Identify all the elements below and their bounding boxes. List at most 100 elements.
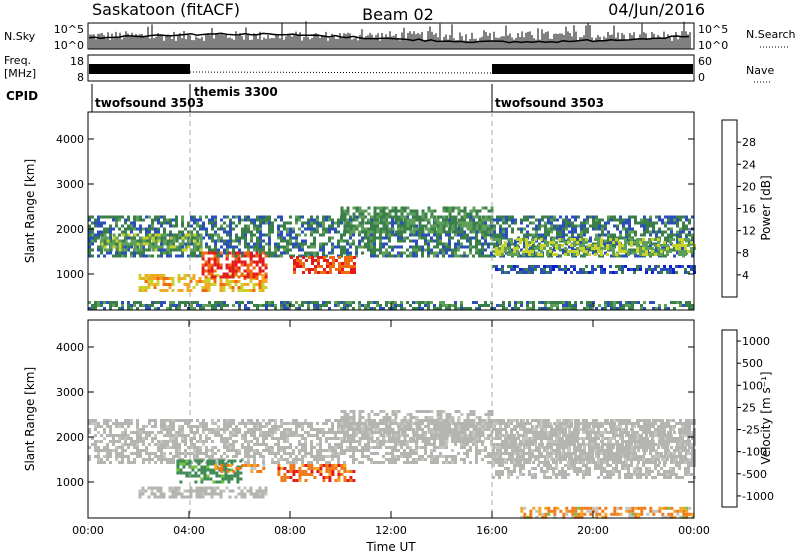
heatmap-cell-power-cells-6 xyxy=(657,238,660,241)
heatmap-cell-power-cells-6 xyxy=(585,241,588,244)
heatmap-cell-power-cells-1 xyxy=(178,248,182,252)
heatmap-cell-power-cells-2 xyxy=(144,277,148,280)
heatmap-cell-vel-cells-0 xyxy=(325,455,328,458)
heatmap-cell-power-cells-0 xyxy=(262,218,265,222)
heatmap-cell-vel-cells-0 xyxy=(316,443,319,446)
heatmap-cell-vel-cells-0 xyxy=(142,428,145,431)
heatmap-cell-power-cells-0 xyxy=(670,230,673,234)
heatmap-cell-power-cells-0 xyxy=(550,224,553,228)
heatmap-cell-power-cells-0 xyxy=(229,236,232,240)
heatmap-cell-power-cells-2 xyxy=(261,283,265,286)
heatmap-cell-power-cells-1 xyxy=(127,245,131,249)
heatmap-cell-power-cells-8 xyxy=(691,304,694,307)
heatmap-cell-power-cells-0 xyxy=(109,251,112,255)
heatmap-cell-vel-cells-0 xyxy=(106,443,109,446)
heatmap-cell-power-cells-8 xyxy=(313,307,316,310)
heatmap-cell-power-cells-0 xyxy=(538,236,541,240)
heatmap-cell-vel-cells-0 xyxy=(445,455,448,458)
heatmap-cell-power-cells-8 xyxy=(178,304,181,307)
heatmap-cell-power-cells-1 xyxy=(103,233,107,237)
heatmap-cell-power-cells-0 xyxy=(292,242,295,246)
heatmap-cell-power-cells-7 xyxy=(657,265,660,268)
heatmap-cell-power-cells-0 xyxy=(559,233,562,237)
heatmap-cell-power-cells-5 xyxy=(436,224,440,228)
heatmap-cell-power-cells-1 xyxy=(193,239,197,243)
heatmap-cell-vel-cells-0 xyxy=(325,431,328,434)
heatmap-cell-power-cells-0 xyxy=(124,221,127,225)
heatmap-cell-power-cells-8 xyxy=(358,307,361,310)
heatmap-cell-power-cells-1 xyxy=(136,248,140,252)
heatmap-cell-power-cells-7 xyxy=(621,271,624,274)
heatmap-cell-power-cells-0 xyxy=(595,221,598,225)
heatmap-cell-power-cells-0 xyxy=(511,218,514,222)
heatmap-cell-power-cells-0 xyxy=(121,254,124,258)
heatmap-cell-power-cells-5 xyxy=(373,218,377,222)
heatmap-cell-vel-cells-0 xyxy=(394,461,397,464)
heatmap-cell-power-cells-0 xyxy=(529,233,532,237)
heatmap-cell-power-cells-0 xyxy=(157,218,160,222)
heatmap-cell-power-cells-6 xyxy=(537,253,540,256)
heatmap-cell-vel-cells-0 xyxy=(436,422,439,425)
heatmap-cell-power-cells-0 xyxy=(340,251,343,255)
heatmap-cell-vel-cells-0 xyxy=(319,452,322,455)
heatmap-cell-vel-cells-0 xyxy=(223,431,226,434)
heatmap-cell-vel-cells-0 xyxy=(193,434,196,437)
heatmap-cell-vel-cells-0 xyxy=(412,461,415,464)
heatmap-cell-power-cells-0 xyxy=(91,221,94,225)
heatmap-cell-power-cells-0 xyxy=(196,221,199,225)
heatmap-cell-power-cells-6 xyxy=(579,247,582,250)
heatmap-cell-vel-cells-0 xyxy=(565,437,568,440)
heatmap-cell-power-cells-0 xyxy=(322,233,325,237)
heatmap-cell-power-cells-0 xyxy=(412,251,415,255)
heatmap-cell-vel-cells-0 xyxy=(571,458,574,461)
heatmap-cell-vel-cells-0 xyxy=(169,425,172,428)
heatmap-cell-vel-cells-0 xyxy=(436,458,439,461)
heatmap-cell-power-cells-5 xyxy=(352,227,356,231)
heatmap-cell-power-cells-8 xyxy=(448,307,451,310)
heatmap-cell-power-cells-0 xyxy=(88,236,91,240)
power-cbar-ticks-label-5: 24 xyxy=(742,158,756,171)
heatmap-cell-power-cells-0 xyxy=(604,233,607,237)
heatmap-cell-power-cells-5 xyxy=(352,206,356,210)
heatmap-cell-power-cells-0 xyxy=(136,245,139,249)
heatmap-cell-vel-cells-0 xyxy=(349,446,352,449)
heatmap-cell-power-cells-8 xyxy=(388,307,391,310)
heatmap-cell-vel-cells-0 xyxy=(577,437,580,440)
heatmap-cell-power-cells-0 xyxy=(247,224,250,228)
heatmap-cell-power-cells-0 xyxy=(589,236,592,240)
heatmap-cell-power-cells-4 xyxy=(296,265,299,268)
heatmap-cell-vel-cells-0 xyxy=(139,431,142,434)
heatmap-cell-power-cells-0 xyxy=(541,215,544,219)
heatmap-cell-power-cells-6 xyxy=(552,241,555,244)
heatmap-cell-power-cells-0 xyxy=(454,233,457,237)
heatmap-cell-power-cells-0 xyxy=(280,215,283,219)
heatmap-cell-power-cells-2 xyxy=(261,286,265,289)
heatmap-cell-power-cells-8 xyxy=(97,301,100,304)
heatmap-cell-vel-cells-0 xyxy=(160,443,163,446)
heatmap-cell-vel-cells-0 xyxy=(295,419,298,422)
heatmap-cell-power-cells-0 xyxy=(535,227,538,231)
heatmap-cell-power-cells-3 xyxy=(240,263,244,267)
heatmap-cell-power-cells-4 xyxy=(338,268,341,271)
heatmap-cell-power-cells-0 xyxy=(463,254,466,258)
heatmap-cell-power-cells-0 xyxy=(340,239,343,243)
heatmap-cell-vel-cells-0 xyxy=(295,446,298,449)
heatmap-cell-vel-cells-0 xyxy=(148,452,151,455)
heatmap-cell-vel-cells-0 xyxy=(94,425,97,428)
heatmap-cell-power-cells-0 xyxy=(385,254,388,258)
heatmap-cell-power-cells-8 xyxy=(280,301,283,304)
heatmap-cell-vel-cells-0 xyxy=(265,431,268,434)
heatmap-cell-vel-cells-0 xyxy=(88,431,91,434)
heatmap-cell-power-cells-0 xyxy=(88,224,91,228)
heatmap-cell-power-cells-0 xyxy=(172,224,175,228)
heatmap-cell-vel-cells-0 xyxy=(184,434,187,437)
heatmap-cell-vel-cells-0 xyxy=(523,422,526,425)
heatmap-cell-vel-cells-0 xyxy=(172,461,175,464)
heatmap-cell-power-cells-6 xyxy=(684,250,687,253)
heatmap-cell-power-cells-0 xyxy=(604,251,607,255)
heatmap-cell-power-cells-0 xyxy=(265,218,268,222)
heatmap-cell-power-cells-0 xyxy=(577,224,580,228)
heatmap-cell-power-cells-0 xyxy=(418,236,421,240)
heatmap-cell-power-cells-8 xyxy=(412,301,415,304)
heatmap-cell-power-cells-5 xyxy=(418,218,422,222)
